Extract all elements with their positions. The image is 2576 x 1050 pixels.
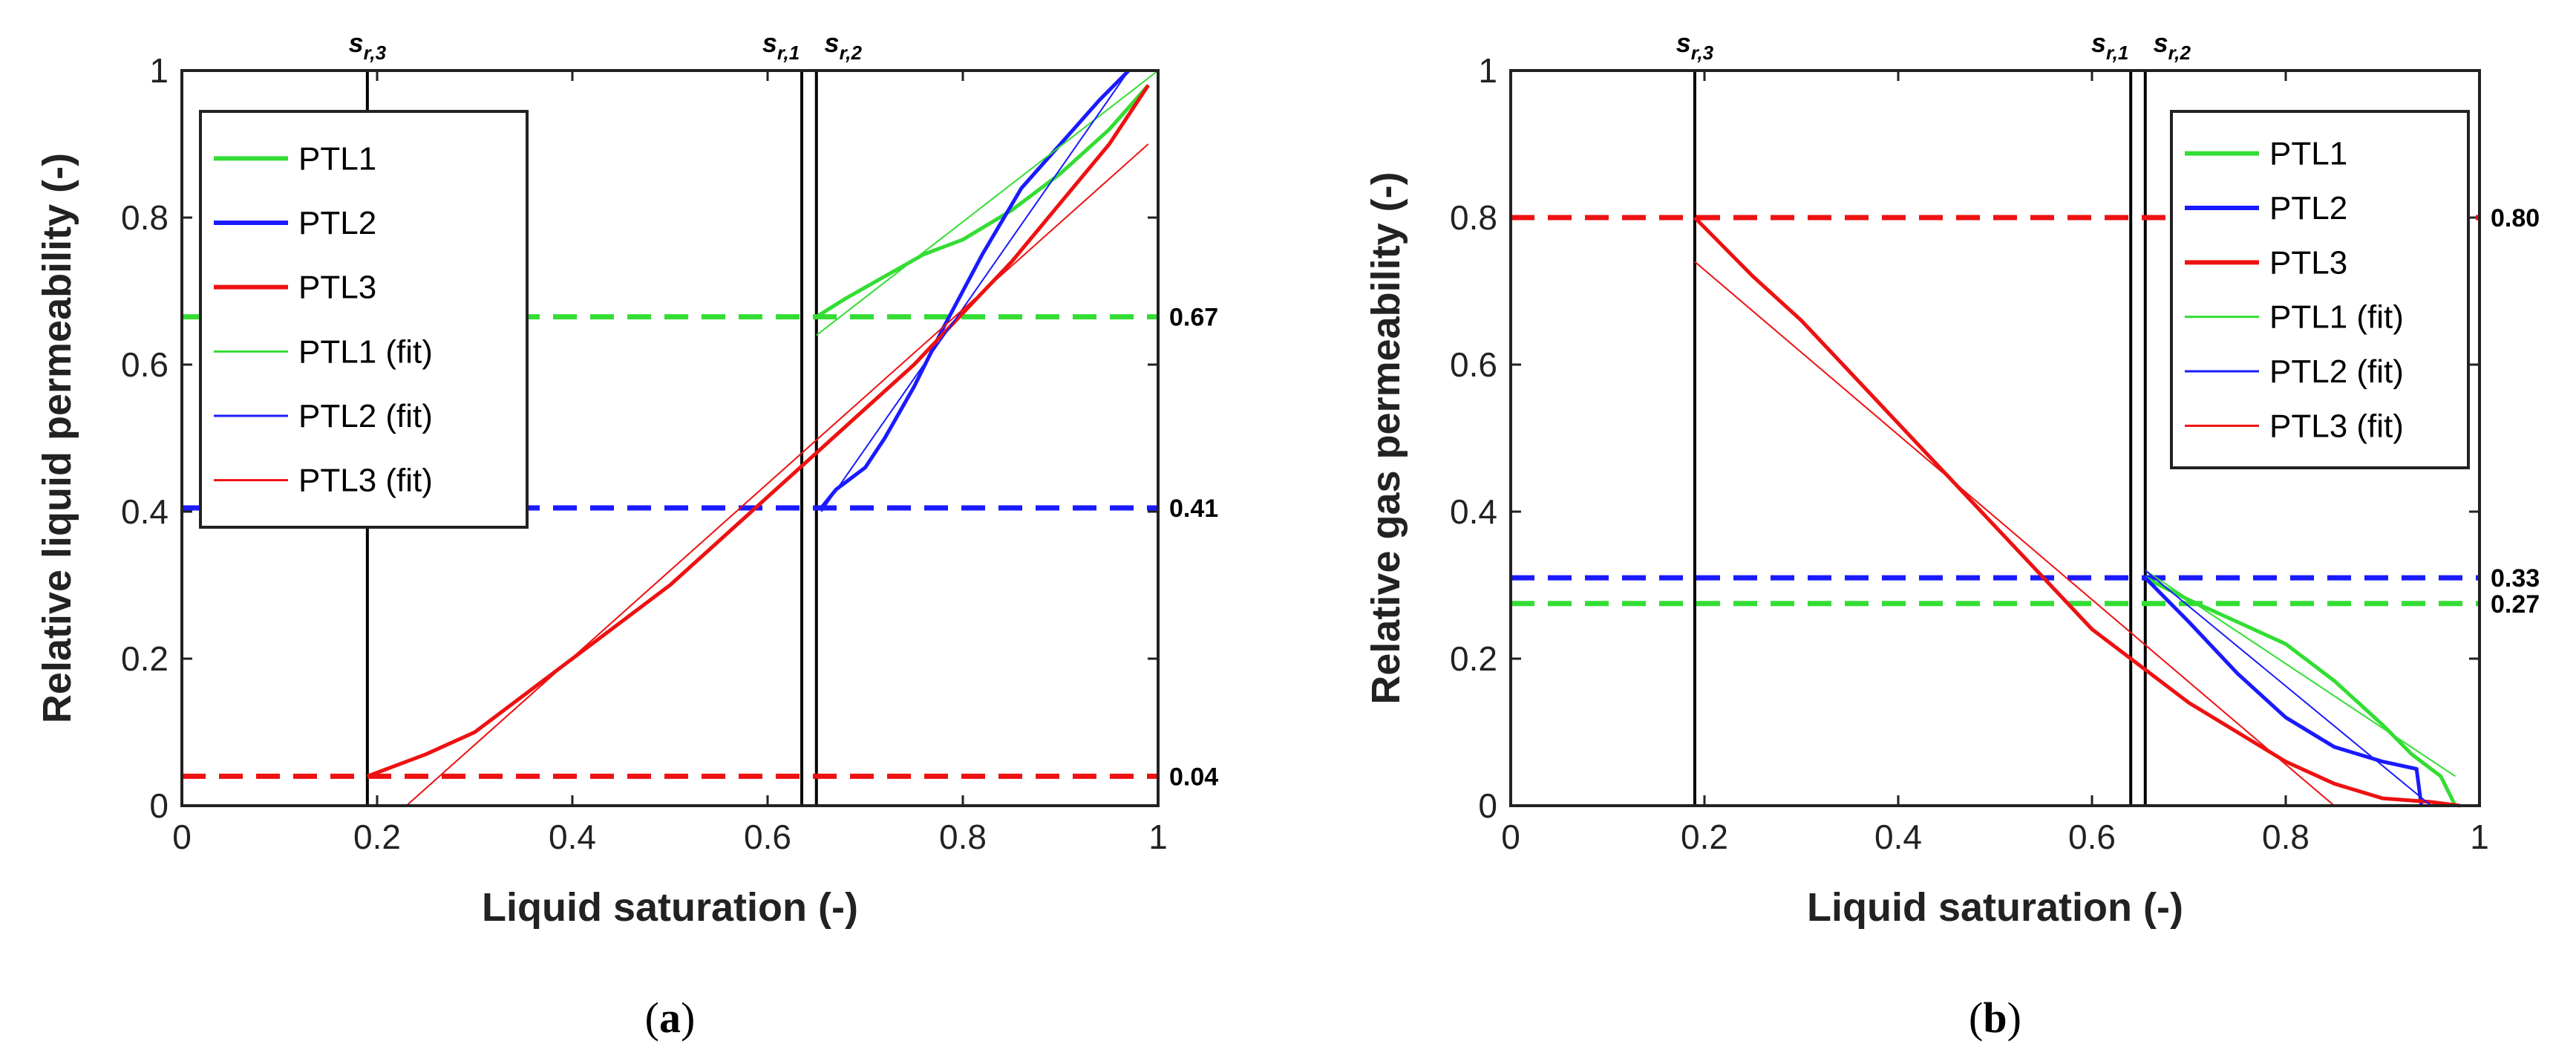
x-tick-label: 0.8 bbox=[2262, 818, 2309, 856]
vline-label-s-r2: sr,2 bbox=[2154, 27, 2191, 64]
x-axis-title: Liquid saturation (-) bbox=[1807, 885, 2183, 930]
legend-box bbox=[2170, 110, 2470, 469]
legend: PTL1 PTL2 PTL3 PTL1 (fit) PTL2 (fit) PTL3 (fi… bbox=[199, 110, 529, 529]
legend: PTL1 PTL2 PTL3 PTL1 (fit) PTL2 (fit) PTL3 (fi… bbox=[2170, 110, 2470, 469]
y-tick-label: 1 bbox=[1478, 51, 1497, 90]
legend-label-ptl3-fit: PTL3 (fit) bbox=[2269, 408, 2404, 444]
vline-label-sub: r,2 bbox=[840, 42, 863, 64]
series-line-ptl1 bbox=[2144, 575, 2457, 807]
x-tick-label: 0 bbox=[1501, 818, 1520, 856]
caption-open-paren: ( bbox=[1969, 994, 1983, 1042]
vline-label-main: s bbox=[2091, 27, 2106, 58]
series-line-ptl3-fit bbox=[1694, 261, 2335, 806]
series-line-ptl1-fit bbox=[2145, 570, 2456, 777]
x-tick-label: 1 bbox=[1148, 818, 1168, 856]
legend-label-ptl3: PTL3 bbox=[298, 270, 376, 306]
vline-label-main: s bbox=[2154, 27, 2168, 58]
x-tick-label: 0.4 bbox=[549, 818, 596, 856]
vline-label-main: s bbox=[1676, 27, 1691, 58]
y-tick-label: 0.8 bbox=[121, 198, 169, 237]
y-tick-label: 0.4 bbox=[1450, 492, 1497, 531]
series-line-ptl1-fit bbox=[816, 70, 1159, 336]
panel-caption: (b) bbox=[1969, 994, 2021, 1042]
vline-label-s-r2: sr,2 bbox=[825, 27, 863, 64]
ref-line-label-ptl2: 0.33 bbox=[2491, 564, 2540, 593]
legend-label-ptl3-fit: PTL3 (fit) bbox=[298, 463, 433, 499]
y-tick-label: 0.6 bbox=[121, 345, 169, 384]
caption-close-paren: ) bbox=[2007, 994, 2021, 1042]
caption-letter: a bbox=[659, 994, 681, 1042]
vline-label-s-r1: sr,1 bbox=[762, 27, 800, 64]
legend-label-ptl2: PTL2 bbox=[2269, 190, 2347, 226]
x-tick-label: 1 bbox=[2470, 818, 2489, 856]
x-tick-label: 0.4 bbox=[1874, 818, 1922, 856]
caption-open-paren: ( bbox=[645, 994, 659, 1042]
x-tick-label: 0.2 bbox=[353, 818, 401, 856]
y-tick-label: 1 bbox=[149, 51, 169, 90]
caption-close-paren: ) bbox=[681, 994, 695, 1042]
axes-frame bbox=[1509, 69, 2481, 807]
series-line-ptl3 bbox=[367, 84, 1150, 778]
vline-label-main: s bbox=[825, 27, 840, 58]
legend-label-ptl1: PTL1 bbox=[2269, 136, 2347, 172]
y-tick-label: 0 bbox=[1478, 786, 1497, 825]
series-line-ptl2-fit bbox=[820, 70, 1130, 512]
panel-caption: (a) bbox=[645, 994, 696, 1042]
axes-frame bbox=[180, 69, 1160, 807]
legend-label-ptl2-fit: PTL2 (fit) bbox=[2269, 353, 2404, 390]
vline-label-sub: r,1 bbox=[2106, 42, 2128, 64]
series-line-ptl2 bbox=[2144, 576, 2424, 806]
legend-label-ptl1: PTL1 bbox=[298, 140, 376, 177]
series-line-ptl3-fit bbox=[405, 143, 1149, 806]
x-axis-title: Liquid saturation (-) bbox=[482, 885, 858, 930]
legend-label-ptl2: PTL2 bbox=[298, 205, 376, 241]
y-tick-label: 0.8 bbox=[1450, 198, 1497, 237]
ref-line-label-ptl3: 0.80 bbox=[2491, 204, 2540, 232]
vline-label-main: s bbox=[762, 27, 777, 58]
ref-line-label-ptl1: 0.27 bbox=[2491, 590, 2540, 619]
vline-label-s-r3: sr,3 bbox=[1676, 27, 1714, 64]
ref-line-label-ptl2: 0.41 bbox=[1169, 495, 1218, 523]
vline-label-sub: r,2 bbox=[2168, 42, 2191, 64]
vline-label-sub: r,3 bbox=[1691, 42, 1714, 64]
ref-line-label-ptl3: 0.04 bbox=[1169, 763, 1218, 791]
legend-box bbox=[199, 110, 529, 529]
x-tick-label: 0.2 bbox=[1681, 818, 1728, 856]
y-tick-label: 0.4 bbox=[121, 492, 169, 531]
y-axis-title: Relative gas permeability (-) bbox=[1364, 172, 1408, 704]
series-line-ptl2-fit bbox=[2145, 570, 2432, 806]
legend-label-ptl1-fit: PTL1 (fit) bbox=[2269, 299, 2404, 336]
vline-label-s-r3: sr,3 bbox=[349, 27, 387, 64]
series-line-ptl1 bbox=[815, 84, 1150, 319]
legend-label-ptl1-fit: PTL1 (fit) bbox=[298, 333, 433, 370]
ref-line-label-ptl1: 0.67 bbox=[1169, 304, 1218, 332]
y-tick-label: 0.6 bbox=[1450, 345, 1497, 384]
vline-label-main: s bbox=[349, 27, 364, 58]
x-tick-label: 0 bbox=[172, 818, 192, 856]
series-line-ptl3 bbox=[1693, 216, 2461, 808]
x-tick-label: 0.6 bbox=[744, 818, 791, 856]
legend-label-ptl2-fit: PTL2 (fit) bbox=[298, 398, 433, 434]
y-tick-label: 0 bbox=[149, 786, 169, 825]
vline-label-sub: r,1 bbox=[777, 42, 800, 64]
vline-label-sub: r,3 bbox=[364, 42, 387, 64]
x-tick-label: 0.8 bbox=[939, 818, 987, 856]
vline-label-s-r1: sr,1 bbox=[2091, 27, 2128, 64]
legend-label-ptl3: PTL3 bbox=[2269, 244, 2347, 281]
y-axis-title: Relative liquid permeability (-) bbox=[35, 153, 79, 723]
caption-letter: b bbox=[1983, 994, 2007, 1042]
y-tick-label: 0.2 bbox=[1450, 639, 1497, 678]
y-tick-label: 0.2 bbox=[121, 639, 169, 678]
x-tick-label: 0.6 bbox=[2068, 818, 2116, 856]
